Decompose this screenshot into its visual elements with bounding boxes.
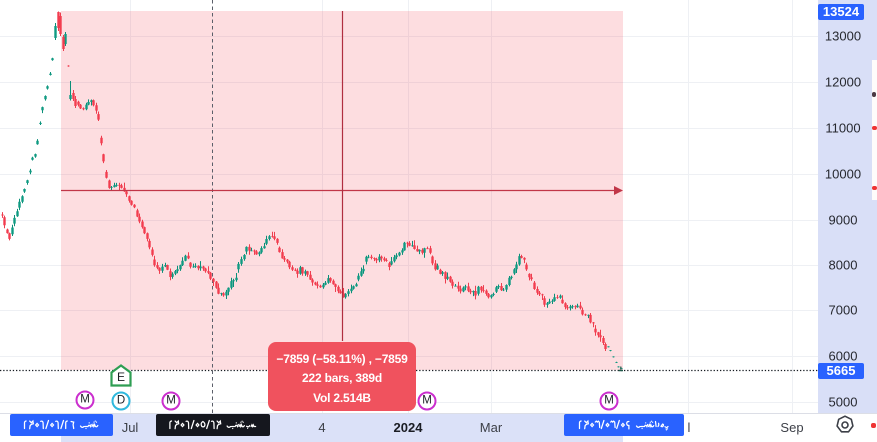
svg-text:E: E [117,370,125,384]
